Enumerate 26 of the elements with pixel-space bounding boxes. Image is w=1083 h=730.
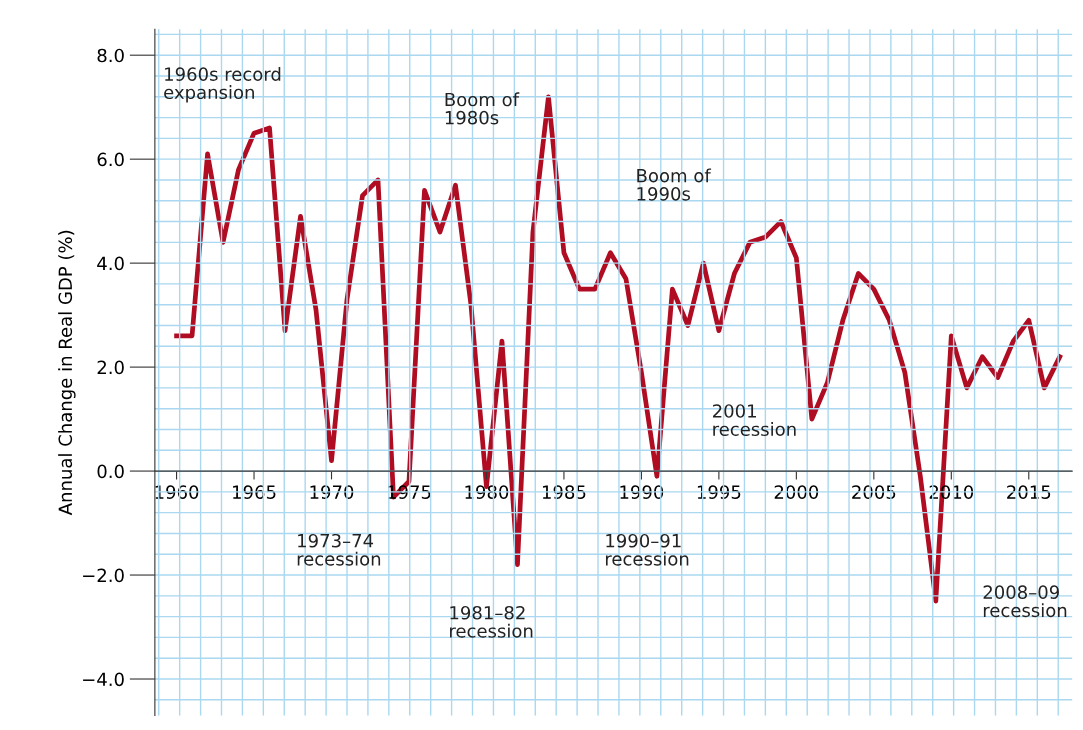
- y-tick-label: 6.0: [97, 152, 124, 167]
- annotation: 2001 recession: [712, 404, 796, 436]
- y-tick-label: −2.0: [83, 568, 124, 583]
- x-tick-label: 2000: [774, 485, 819, 499]
- annotation: 1973–74 recession: [297, 533, 381, 566]
- annotation: 1981–82 recession: [450, 605, 533, 638]
- x-tick-label: 1985: [542, 485, 586, 499]
- annotation: Boom of 1990s: [637, 168, 712, 201]
- y-tick-label: 2.0: [97, 360, 124, 375]
- annotation: Boom of 1980s: [445, 92, 520, 125]
- y-axis-title: Annual Change in Real GDP (%): [58, 230, 76, 516]
- x-tick-label: 1975: [387, 485, 431, 499]
- y-tick-label: −4.0: [83, 672, 124, 687]
- y-tick-label: 4.0: [97, 256, 124, 271]
- x-tick-label: 1970: [310, 485, 354, 499]
- x-tick-label: 2010: [929, 485, 974, 499]
- x-tick-label: 1980: [465, 485, 509, 499]
- x-tick-label: 1990: [620, 485, 664, 499]
- annotation: 1990–91 recession: [605, 533, 689, 566]
- annotation: 2008–09 recession: [983, 585, 1067, 618]
- x-tick-label: 1965: [233, 485, 276, 499]
- x-tick-label: 2015: [1007, 485, 1051, 499]
- annotation: 1960s record expansion: [164, 66, 281, 103]
- y-tick-label: 0.0: [97, 464, 124, 479]
- x-tick-label: 2005: [852, 485, 896, 499]
- y-tick-label: 8.0: [97, 48, 124, 63]
